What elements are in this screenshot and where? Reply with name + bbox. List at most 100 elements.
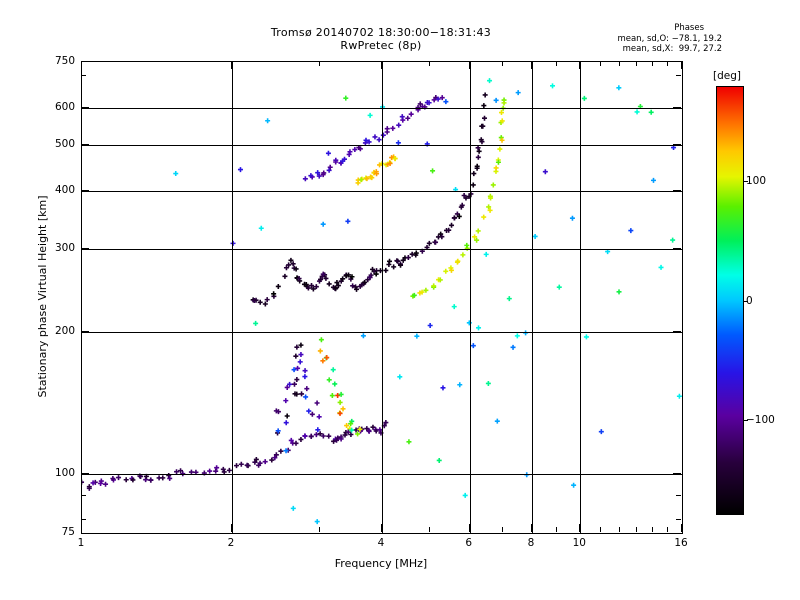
data-point xyxy=(302,433,308,439)
data-point xyxy=(178,468,184,474)
x-axis-tick-label: 2 xyxy=(227,537,235,549)
data-point xyxy=(427,322,433,328)
data-point xyxy=(494,418,500,424)
data-point xyxy=(174,469,180,475)
data-point xyxy=(337,410,343,416)
data-point xyxy=(86,484,92,490)
x-axis-major-tick xyxy=(681,524,682,532)
x-axis-tick-label: 10 xyxy=(572,537,586,549)
data-point xyxy=(514,333,520,339)
data-point xyxy=(486,204,492,210)
data-point xyxy=(348,421,354,427)
data-point xyxy=(482,92,488,98)
data-point xyxy=(310,286,316,292)
data-point xyxy=(423,287,429,293)
x-axis-minor-tick xyxy=(652,527,653,532)
data-point xyxy=(258,225,264,231)
data-point xyxy=(234,463,240,469)
data-point xyxy=(411,292,417,298)
y-axis-minor-tick xyxy=(676,495,681,496)
data-point xyxy=(316,173,322,179)
x-axis-minor-tick xyxy=(502,61,503,66)
data-point xyxy=(283,398,289,404)
data-point xyxy=(461,193,467,199)
data-point xyxy=(452,215,458,221)
data-point xyxy=(342,432,348,438)
x-axis-minor-tick xyxy=(667,527,668,532)
data-point xyxy=(123,477,129,483)
x-axis-minor-tick xyxy=(636,61,637,66)
data-point xyxy=(439,234,445,240)
data-point xyxy=(316,414,322,420)
data-point xyxy=(290,505,296,511)
data-point xyxy=(323,275,329,281)
data-point xyxy=(387,258,393,264)
data-point xyxy=(302,368,308,374)
x-axis-minor-tick xyxy=(319,527,320,532)
x-axis-major-tick xyxy=(531,524,532,532)
x-axis-major-tick xyxy=(81,61,82,69)
data-point xyxy=(358,177,364,183)
x-axis-tick-label: 8 xyxy=(527,537,535,549)
data-point xyxy=(571,482,577,488)
data-point xyxy=(283,448,289,454)
data-point xyxy=(387,160,393,166)
data-point xyxy=(298,342,304,348)
data-point xyxy=(374,171,380,177)
data-point xyxy=(298,436,304,442)
data-point xyxy=(213,468,219,474)
phase-colorbar xyxy=(716,86,744,515)
data-point xyxy=(476,148,482,154)
data-point xyxy=(474,237,480,243)
x-axis-tick-label: 6 xyxy=(465,537,473,549)
data-point xyxy=(293,266,299,272)
data-point xyxy=(287,381,293,387)
data-point xyxy=(272,455,278,461)
data-point xyxy=(458,204,464,210)
data-point xyxy=(288,257,294,263)
data-point xyxy=(474,163,480,169)
data-point xyxy=(346,151,352,157)
data-point xyxy=(440,385,446,391)
data-point xyxy=(329,393,335,399)
data-point xyxy=(475,154,481,160)
x-axis-minor-tick xyxy=(556,61,557,66)
x-axis-major-tick xyxy=(531,61,532,69)
data-point xyxy=(282,273,288,279)
chart-title: Tromsø 20140702 18:30:00−18:31:43 xyxy=(270,26,492,39)
data-point xyxy=(286,262,292,268)
data-point xyxy=(320,172,326,178)
data-point xyxy=(443,99,449,105)
data-point xyxy=(349,274,355,280)
data-point xyxy=(317,348,323,354)
data-point xyxy=(478,137,484,143)
y-axis-major-tick xyxy=(673,144,681,145)
y-axis-major-tick xyxy=(673,107,681,108)
x-axis-minor-tick xyxy=(502,527,503,532)
data-point xyxy=(362,279,368,285)
y-axis-tick-label: 600 xyxy=(54,100,75,113)
data-point xyxy=(433,239,439,245)
data-point xyxy=(315,427,321,433)
data-point xyxy=(338,436,344,442)
x-axis-major-tick xyxy=(381,61,382,69)
data-point xyxy=(405,255,411,261)
data-point xyxy=(130,477,136,483)
data-point xyxy=(252,459,258,465)
y-axis-major-tick xyxy=(81,107,89,108)
data-point xyxy=(449,222,455,228)
data-point xyxy=(454,259,460,265)
y-axis-tick-label: 200 xyxy=(54,325,75,338)
data-point xyxy=(253,456,259,462)
data-point xyxy=(482,115,488,121)
data-point xyxy=(476,325,482,331)
data-point xyxy=(446,227,452,233)
data-point xyxy=(405,115,411,121)
y-axis-major-tick xyxy=(81,190,89,191)
data-point xyxy=(616,289,622,295)
data-point xyxy=(324,355,330,361)
data-point xyxy=(116,475,122,481)
data-point xyxy=(283,420,289,426)
data-point xyxy=(395,258,401,264)
data-point xyxy=(470,182,476,188)
